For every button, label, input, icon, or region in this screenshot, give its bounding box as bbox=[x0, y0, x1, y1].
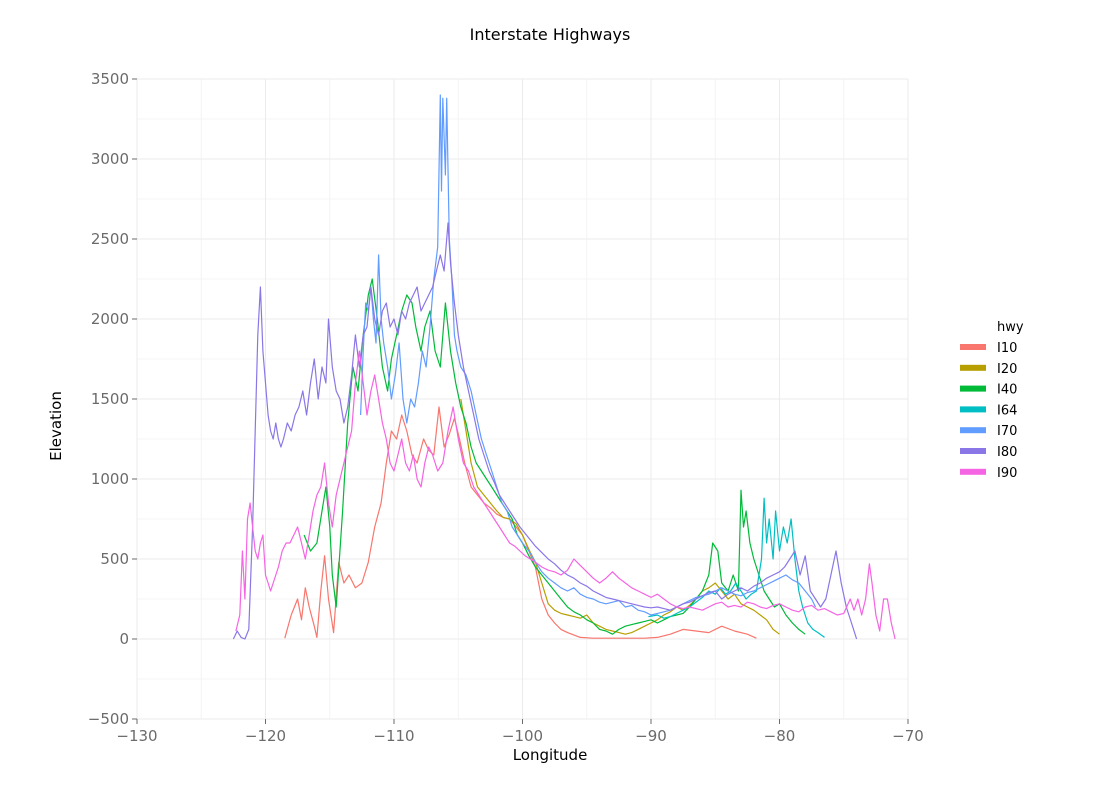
series-line-i80 bbox=[232, 222, 858, 640]
y-tick-label: 500 bbox=[100, 550, 129, 568]
legend-title: hwy bbox=[997, 320, 1024, 335]
legend-label-i40: I40 bbox=[997, 383, 1017, 398]
y-tick-label: 0 bbox=[119, 630, 129, 648]
x-tick-label: −130 bbox=[116, 727, 157, 745]
legend-label-i20: I20 bbox=[997, 362, 1017, 377]
legend-label-i80: I80 bbox=[997, 445, 1017, 460]
y-tick-label: 1500 bbox=[91, 390, 129, 408]
axis-ticks: −130 −120 −110 −100 −90 −80 −70 −500 0 500 1000 150… bbox=[88, 70, 924, 745]
series-line-i40 bbox=[303, 278, 806, 635]
x-tick-label: −90 bbox=[635, 727, 667, 745]
y-tick-label: 2500 bbox=[91, 230, 129, 248]
x-tick-label: −110 bbox=[373, 727, 414, 745]
legend-swatch-i10 bbox=[960, 344, 986, 350]
legend-swatch-i70 bbox=[960, 427, 986, 434]
series-line-i70 bbox=[360, 94, 817, 616]
legend-label-i10: I10 bbox=[997, 341, 1017, 356]
y-tick-label: −500 bbox=[88, 710, 129, 728]
legend-label-i64: I64 bbox=[997, 403, 1017, 418]
legend-swatch-i80 bbox=[960, 448, 986, 454]
legend: hwy I10 I20 I40 I64 I70 I80 I90 bbox=[960, 320, 1024, 481]
series-line-i90 bbox=[235, 350, 896, 640]
x-tick-label: −70 bbox=[892, 727, 924, 745]
legend-label-i70: I70 bbox=[997, 424, 1017, 439]
x-tick-label: −80 bbox=[764, 727, 796, 745]
legend-label-i90: I90 bbox=[997, 466, 1017, 481]
legend-swatch-i90 bbox=[960, 468, 986, 475]
x-axis-title: Longitude bbox=[513, 746, 588, 764]
y-tick-label: 3000 bbox=[91, 150, 129, 168]
x-tick-label: −100 bbox=[502, 727, 543, 745]
y-tick-label: 3500 bbox=[91, 70, 129, 88]
legend-swatch-i64 bbox=[960, 406, 986, 413]
legend-swatch-i40 bbox=[960, 385, 986, 392]
grid bbox=[136, 78, 909, 720]
chart-title: Interstate Highways bbox=[470, 25, 631, 44]
y-axis-title: Elevation bbox=[47, 391, 65, 461]
y-tick-label: 1000 bbox=[91, 470, 129, 488]
x-tick-label: −120 bbox=[245, 727, 286, 745]
plot-area bbox=[232, 94, 896, 640]
y-tick-label: 2000 bbox=[91, 310, 129, 328]
legend-swatch-i20 bbox=[960, 364, 986, 371]
